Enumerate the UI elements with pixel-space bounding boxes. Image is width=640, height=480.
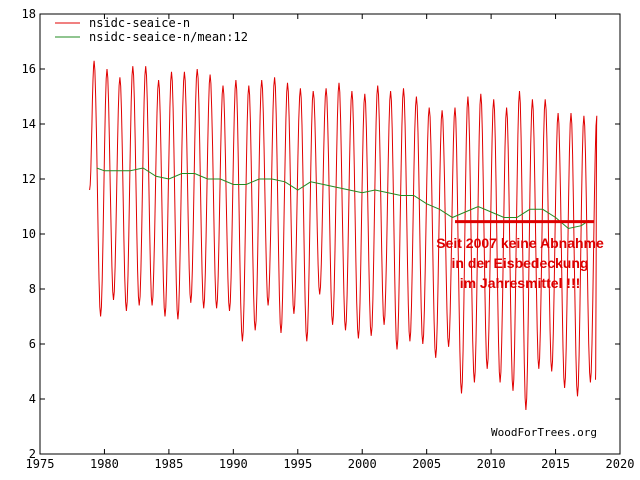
- annotation-line-3: im Jahresmittel !!!: [460, 275, 581, 291]
- x-tick-label: 1995: [283, 457, 312, 471]
- legend-label-mean: nsidc-seaice-n/mean:12: [89, 30, 248, 44]
- x-tick-label: 1980: [90, 457, 119, 471]
- credit-label: WoodForTrees.org: [491, 426, 597, 439]
- x-tick-label: 1985: [154, 457, 183, 471]
- series-line-nsidc-seaice-n-mean-12: [96, 167, 590, 230]
- x-tick-label: 2005: [412, 457, 441, 471]
- legend-label-raw: nsidc-seaice-n: [89, 16, 190, 30]
- x-axis: 1975 1980 1985 1990 1995 2000 2005 2010 2015 2020: [26, 14, 635, 471]
- annotation-line-1: Seit 2007 keine Abnahme: [436, 235, 604, 251]
- y-tick-label: 8: [29, 282, 36, 296]
- x-tick-label: 2015: [541, 457, 570, 471]
- y-tick-label: 10: [22, 227, 36, 241]
- annotation-text: Seit 2007 keine Abnahme in der Eisbedeck…: [436, 235, 604, 291]
- y-tick-label: 14: [22, 117, 36, 131]
- y-axis: 2 4 6 8 10 12 14 16 18: [22, 7, 620, 461]
- annotation-line-2: in der Eisbedeckung: [452, 255, 589, 271]
- y-tick-label: 16: [22, 62, 36, 76]
- x-tick-label: 1990: [219, 457, 248, 471]
- x-tick-label: 2010: [477, 457, 506, 471]
- y-tick-label: 4: [29, 392, 36, 406]
- x-tick-label: 2000: [348, 457, 377, 471]
- x-tick-label: 1975: [26, 457, 55, 471]
- y-tick-label: 2: [29, 447, 36, 461]
- series-line-nsidc-seaice-n: [89, 60, 598, 411]
- y-tick-label: 12: [22, 172, 36, 186]
- x-tick-label: 2020: [606, 457, 635, 471]
- y-tick-label: 18: [22, 7, 36, 21]
- legend: nsidc-seaice-n nsidc-seaice-n/mean:12: [55, 16, 248, 44]
- y-tick-label: 6: [29, 337, 36, 351]
